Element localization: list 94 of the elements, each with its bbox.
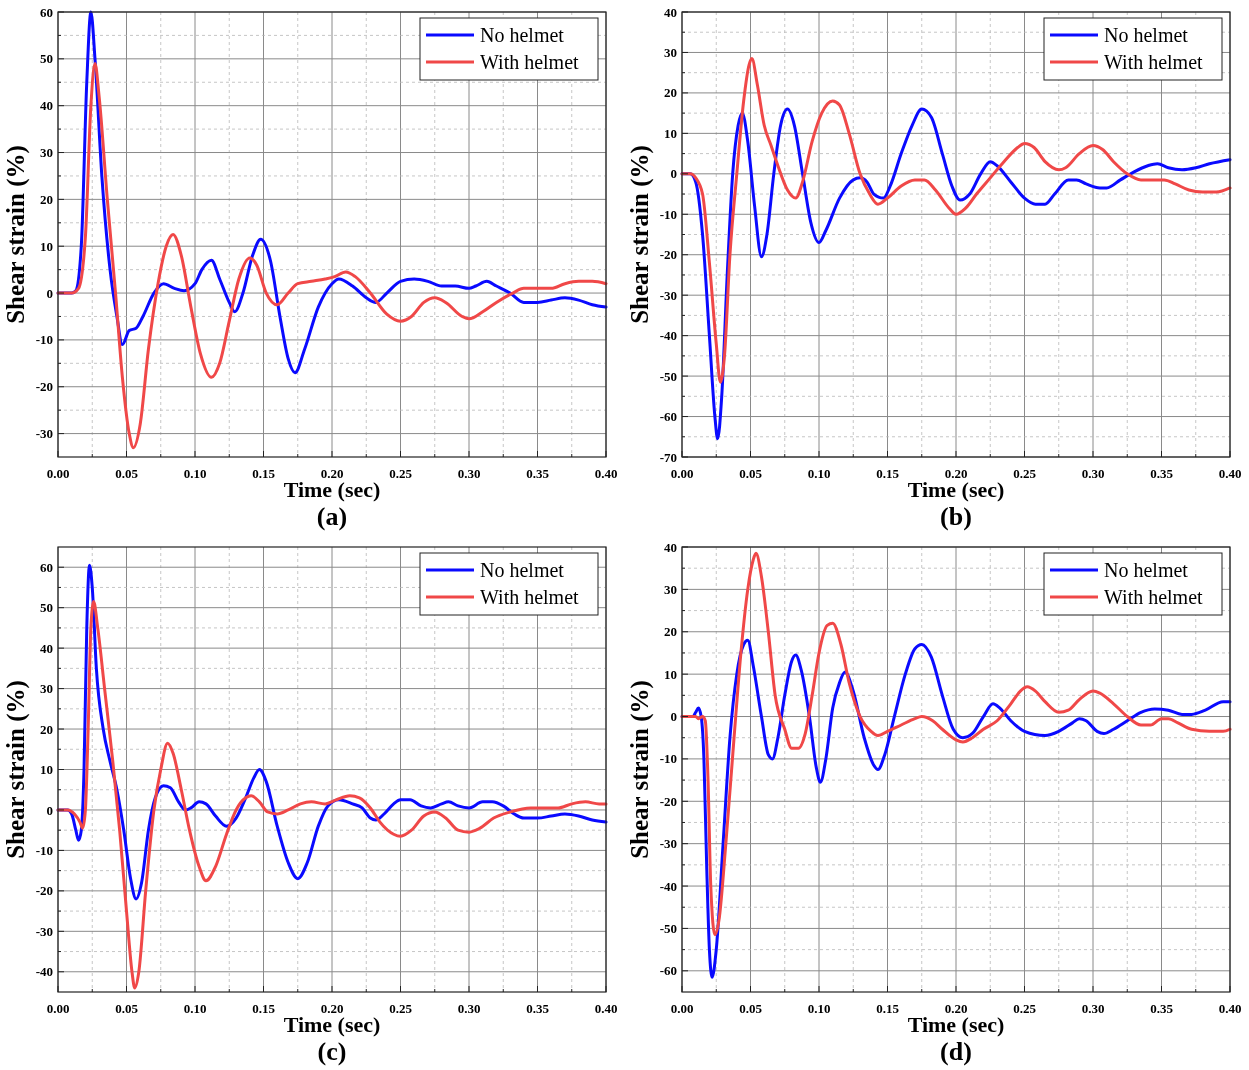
x-tick-label: 0.05 xyxy=(115,466,139,481)
x-tick-label: 0.10 xyxy=(807,1001,831,1016)
y-tick-label: -60 xyxy=(659,409,677,425)
x-tick-label: 0.35 xyxy=(526,466,550,481)
y-tick-label: 10 xyxy=(664,125,677,141)
y-tick-label: -50 xyxy=(659,920,677,936)
x-tick-label: 0.35 xyxy=(1150,466,1174,481)
x-tick-label: 0.10 xyxy=(183,466,207,481)
x-tick-label: 0.00 xyxy=(46,1001,70,1016)
y-tick-label: -10 xyxy=(35,842,53,858)
y-tick-label: -40 xyxy=(659,328,677,344)
x-tick-label: 0.05 xyxy=(739,466,763,481)
y-tick-label: -20 xyxy=(659,247,677,263)
y-tick-label: -20 xyxy=(659,793,677,809)
y-tick-label: 30 xyxy=(664,581,677,597)
legend-label: No helmet xyxy=(1104,559,1189,581)
y-tick-label: 40 xyxy=(40,640,53,656)
x-tick-label: 0.15 xyxy=(876,466,900,481)
y-tick-label: 40 xyxy=(40,98,53,114)
x-tick-label: 0.00 xyxy=(670,1001,694,1016)
legend-label: With helmet xyxy=(480,586,580,608)
y-tick-label: -10 xyxy=(659,751,677,767)
x-tick-label: 0.40 xyxy=(1218,1001,1242,1016)
x-tick-label: 0.35 xyxy=(526,1001,550,1016)
x-tick-label: 0.05 xyxy=(739,1001,763,1016)
y-tick-label: -40 xyxy=(659,878,677,894)
y-tick-label: 10 xyxy=(664,666,677,682)
line-series xyxy=(680,57,1232,384)
y-tick-label: 50 xyxy=(40,51,53,67)
x-tick-label: 0.15 xyxy=(252,466,276,481)
y-tick-label: 60 xyxy=(40,559,53,575)
y-axis-title: Shear strain (%) xyxy=(626,145,654,324)
y-tick-label: 20 xyxy=(40,191,53,207)
y-tick-label: 60 xyxy=(40,4,53,20)
y-tick-label: 20 xyxy=(664,85,677,101)
legend-label: With helmet xyxy=(1104,586,1204,608)
y-tick-label: -30 xyxy=(35,426,53,442)
y-tick-label: 30 xyxy=(40,681,53,697)
x-tick-label: 0.35 xyxy=(1150,1001,1174,1016)
x-tick-label: 0.40 xyxy=(1218,466,1242,481)
y-tick-label: 0 xyxy=(46,285,53,301)
y-tick-label: -30 xyxy=(659,836,677,852)
x-tick-label: 0.30 xyxy=(1081,1001,1105,1016)
legend-label: With helmet xyxy=(480,51,580,73)
x-tick-label: 0.15 xyxy=(252,1001,276,1016)
y-tick-label: 40 xyxy=(664,539,677,555)
x-tick-label: 0.25 xyxy=(389,1001,413,1016)
x-tick-label: 0.25 xyxy=(1013,1001,1037,1016)
y-tick-label: 40 xyxy=(664,4,677,20)
y-tick-label: 20 xyxy=(40,721,53,737)
x-tick-label: 0.40 xyxy=(594,1001,618,1016)
x-tick-label: 0.40 xyxy=(594,466,618,481)
x-tick-label: 0.10 xyxy=(183,1001,207,1016)
x-tick-label: 0.30 xyxy=(1081,466,1105,481)
x-tick-label: 0.30 xyxy=(457,466,481,481)
y-axis-title: Shear strain (%) xyxy=(2,145,30,324)
y-tick-label: -20 xyxy=(35,883,53,899)
x-tick-label: 0.10 xyxy=(807,466,831,481)
legend-label: With helmet xyxy=(1104,51,1204,73)
text: (a) xyxy=(316,502,348,531)
line-series xyxy=(680,551,1232,937)
y-tick-label: 10 xyxy=(40,238,53,254)
y-tick-label: -30 xyxy=(35,923,53,939)
y-tick-label: -10 xyxy=(35,332,53,348)
legend-label: No helmet xyxy=(480,559,565,581)
y-tick-label: 0 xyxy=(670,166,677,182)
y-tick-label: -70 xyxy=(659,449,677,465)
legend-label: No helmet xyxy=(1104,24,1189,46)
x-tick-label: 0.25 xyxy=(389,466,413,481)
y-tick-label: 30 xyxy=(664,45,677,60)
text: (d) xyxy=(940,1037,972,1066)
x-tick-label: 0.00 xyxy=(46,466,70,481)
y-tick-label: -40 xyxy=(35,964,53,980)
y-tick-label: 10 xyxy=(40,762,53,778)
y-tick-label: -10 xyxy=(659,206,677,222)
x-tick-label: 0.30 xyxy=(457,1001,481,1016)
text: (b) xyxy=(940,502,972,531)
y-axis-title: Shear strain (%) xyxy=(626,680,654,859)
y-tick-label: 30 xyxy=(40,145,53,161)
legend-label: No helmet xyxy=(480,24,565,46)
y-tick-label: 0 xyxy=(46,802,53,818)
x-tick-label: 0.15 xyxy=(876,1001,900,1016)
y-tick-label: -20 xyxy=(35,379,53,395)
y-axis-title: Shear strain (%) xyxy=(2,680,30,859)
y-tick-label: -30 xyxy=(659,287,677,303)
y-tick-label: 20 xyxy=(664,624,677,640)
y-tick-label: -50 xyxy=(659,368,677,384)
x-tick-label: 0.00 xyxy=(670,466,694,481)
y-tick-label: 50 xyxy=(40,600,53,616)
y-tick-label: -60 xyxy=(659,963,677,979)
x-tick-label: 0.25 xyxy=(1013,466,1037,481)
y-tick-label: 0 xyxy=(670,709,677,725)
text: (c) xyxy=(317,1037,347,1066)
x-tick-label: 0.05 xyxy=(115,1001,139,1016)
